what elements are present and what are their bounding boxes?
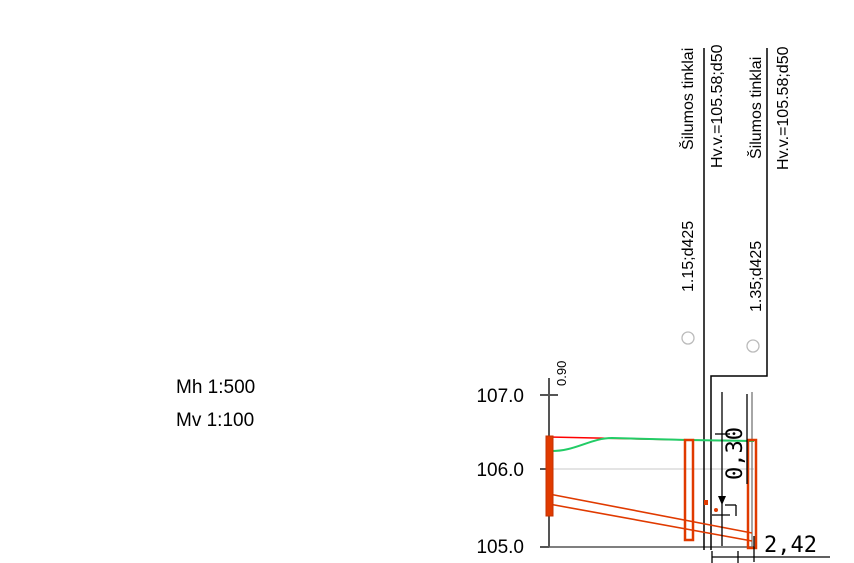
pipe-line-upper <box>548 493 753 534</box>
utility-1-marker-icon <box>681 331 695 345</box>
pipe-marker-small <box>704 500 708 505</box>
pipe-section-left <box>545 435 554 517</box>
pipe-section-right <box>746 438 758 550</box>
pipe-marker-dot <box>714 508 718 512</box>
design-line <box>548 436 755 453</box>
utility-2-level: Hv.v.=105.58;d50 <box>775 46 792 170</box>
dim-horizontal-label: 2,42 <box>764 533 817 558</box>
utility-1-level: Hv.v.=105.58;d50 <box>709 44 726 168</box>
utility-2-name: Šilumos tinklai <box>746 57 765 159</box>
utility-1-name: Šilumos tinklai <box>678 48 697 150</box>
pipe-line-lower <box>548 503 753 542</box>
utility-2-marker-icon <box>746 339 760 353</box>
axis-tick-label-107: 107.0 <box>476 386 524 407</box>
utility-2-depth: 1.35;d425 <box>748 241 765 312</box>
horizontal-scale-label: Mh 1:500 <box>176 377 256 398</box>
utility-1-depth: 1.15;d425 <box>680 221 697 292</box>
utility-2-leader <box>710 48 768 550</box>
pipe-section-middle <box>683 438 695 542</box>
axis-tick-label-105: 105.0 <box>476 537 524 558</box>
vertical-scale-label: Mv 1:100 <box>176 410 255 431</box>
dim-arrow-icon <box>718 496 726 505</box>
dim-vertical-label: 0,30 <box>723 427 748 480</box>
axis-top-mark: 0.90 <box>554 361 569 386</box>
axis-tick-label-106: 106.0 <box>476 460 524 481</box>
